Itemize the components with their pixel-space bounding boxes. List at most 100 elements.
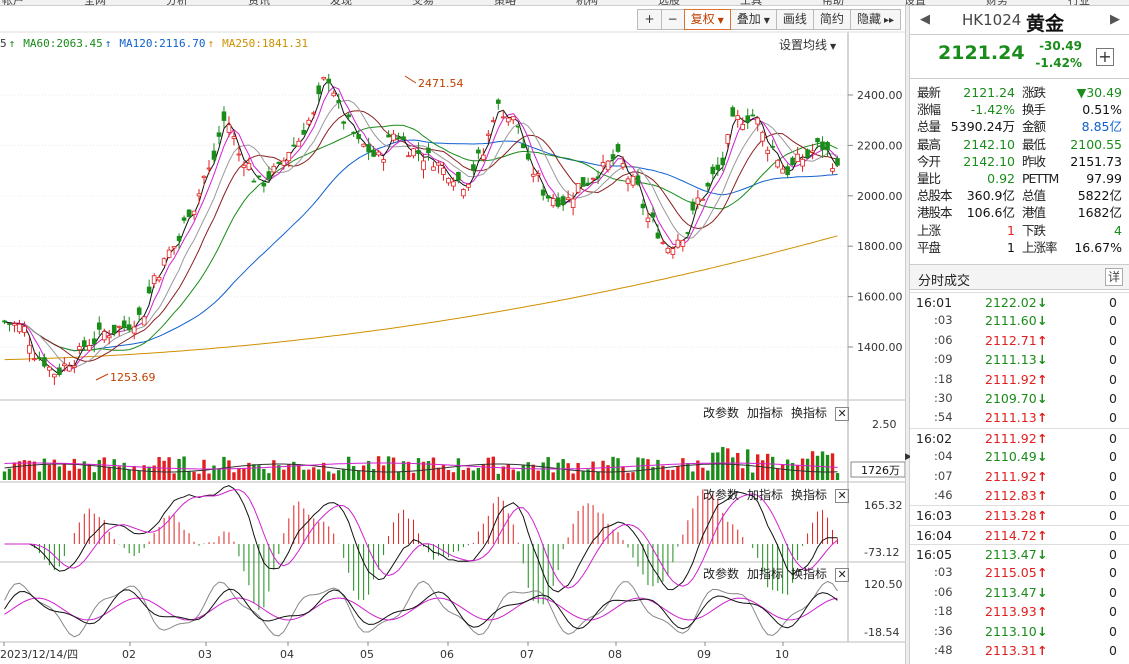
high-price-label: 2471.54	[418, 77, 464, 90]
fuquan-button[interactable]: 复权 ▼	[683, 9, 731, 30]
tick-row: :36 2113.10 ↓ 0	[910, 622, 1129, 641]
swap-indicator-button[interactable]: 换指标	[791, 567, 828, 581]
hide-button[interactable]: 隐藏 ▸▸	[849, 9, 901, 30]
candle-body	[351, 131, 356, 134]
volume-bar	[805, 458, 810, 480]
close-icon[interactable]: ✕	[835, 488, 850, 503]
top-menu-item[interactable]: 帮助	[822, 0, 844, 5]
top-menu-item[interactable]: 工具	[740, 0, 762, 5]
top-menu-item[interactable]: 分析	[166, 0, 188, 5]
modify-params-button[interactable]: 改参数	[703, 406, 740, 420]
tick-time: :06	[934, 332, 953, 347]
swap-indicator-button[interactable]: 换指标	[791, 406, 828, 420]
candle-body	[655, 232, 661, 239]
candle-body	[630, 175, 636, 186]
add-indicator-button[interactable]: 加指标	[747, 488, 784, 502]
candle-body	[126, 324, 132, 331]
swap-indicator-button[interactable]: 换指标	[791, 488, 828, 502]
zoom-in-button[interactable]: +	[637, 9, 662, 30]
candle-body	[446, 177, 451, 184]
candle-body	[311, 112, 317, 115]
candle-body	[111, 324, 117, 334]
stock-name: 黄金	[1026, 13, 1065, 35]
candle-body	[391, 133, 396, 141]
ma-legend: 5 ↑ MA60:2063.45 ↑ MA120:2116.70 ↑ MA250:1841.…	[0, 37, 316, 50]
candle-body	[695, 197, 701, 205]
candle-body	[625, 178, 631, 184]
close-icon[interactable]: ✕	[835, 567, 850, 582]
candle-body	[91, 338, 97, 344]
quote-value: 1682亿	[1077, 205, 1122, 221]
zoom-out-button[interactable]: −	[660, 9, 685, 30]
top-menu-item[interactable]: 资讯	[248, 0, 270, 5]
candle-body	[176, 235, 182, 241]
top-menu-item[interactable]: 设置	[904, 0, 926, 5]
candle-body	[316, 85, 322, 95]
quote-label: 涨幅	[917, 102, 941, 118]
candle-body	[820, 141, 825, 150]
tick-volume: 0	[1109, 352, 1117, 368]
quote-label: 最低	[1022, 136, 1046, 152]
top-menu-item[interactable]: 机构	[576, 0, 598, 5]
top-menu-item[interactable]: 交易	[412, 0, 434, 5]
candle-body	[640, 203, 646, 209]
volume-bar	[107, 466, 111, 480]
quote-value: 5390.24万	[950, 119, 1015, 135]
volume-bar	[775, 468, 780, 480]
draw-line-button[interactable]: 画线	[775, 9, 814, 30]
kdj-k-line	[4, 588, 838, 630]
top-menu-item[interactable]: 行业	[1068, 0, 1090, 5]
chart-canvas[interactable]: 2400.00 2200.00 2000.00 1800.00 1600.00 1400.…	[0, 6, 905, 664]
close-icon[interactable]: ✕	[835, 406, 850, 421]
simple-mode-button[interactable]: 简约	[812, 9, 851, 30]
x-axis-label: 09	[697, 648, 711, 661]
top-menu-item[interactable]: 发现	[330, 0, 352, 5]
top-menu-item[interactable]: 财务	[986, 0, 1008, 5]
prev-stock-icon[interactable]: ◀	[920, 12, 930, 27]
candle-body	[795, 153, 800, 163]
volume-bar	[426, 460, 431, 480]
top-menu-item[interactable]: 选股	[658, 0, 680, 5]
overlay-button[interactable]: 叠加 ▼	[729, 9, 777, 30]
tick-row: :09 2111.13 ↓ 0	[910, 350, 1129, 369]
volume-bar	[616, 458, 620, 480]
top-menu-item[interactable]: 帐户	[2, 0, 24, 5]
add-indicator-button[interactable]: 加指标	[747, 567, 784, 581]
volume-bar	[626, 472, 630, 480]
panel-splitter[interactable]	[905, 6, 910, 664]
top-menu-item[interactable]: 全网	[84, 0, 106, 5]
candle-body	[166, 249, 172, 258]
modify-params-button[interactable]: 改参数	[703, 567, 740, 581]
tick-volume: 0	[1109, 468, 1117, 484]
volume-bar	[666, 469, 670, 480]
tick-row: :04 2110.49 ↓ 0	[910, 447, 1129, 466]
ma60-line	[4, 124, 838, 352]
quote-value: 2142.10	[963, 136, 1015, 152]
candle-body	[530, 173, 536, 177]
tick-price: 2113.47	[985, 547, 1037, 563]
candle-body	[690, 201, 696, 211]
quote-label: 下跌	[1022, 222, 1046, 238]
top-menu-item[interactable]: 策略	[494, 0, 516, 5]
kline-chart-area[interactable]: 2400.00 2200.00 2000.00 1800.00 1600.00 1400.…	[0, 6, 905, 664]
add-indicator-button[interactable]: 加指标	[747, 406, 784, 420]
candle-body	[610, 154, 616, 160]
arrow-up-icon: ↑	[1037, 468, 1048, 484]
volume-bar	[187, 470, 191, 480]
candle-body	[595, 176, 601, 179]
collapse-arrow-icon[interactable]: ▶	[905, 452, 912, 462]
add-watchlist-button[interactable]: +	[1096, 48, 1114, 66]
tick-price: 2111.92	[985, 430, 1037, 446]
candle-body	[810, 150, 815, 153]
volume-bar	[441, 464, 446, 480]
ticks-detail-button[interactable]: 详	[1105, 268, 1123, 286]
volume-bar	[237, 468, 241, 480]
next-stock-icon[interactable]: ▶	[1110, 12, 1120, 27]
modify-params-button[interactable]: 改参数	[703, 488, 740, 502]
set-ma-button[interactable]: 设置均线 ▼	[779, 38, 837, 52]
volume-bar	[227, 460, 231, 480]
tick-time: :30	[934, 390, 953, 405]
candle-body	[660, 242, 666, 244]
price-tick-label: 2000.00	[857, 190, 903, 203]
candle-body	[461, 189, 466, 197]
